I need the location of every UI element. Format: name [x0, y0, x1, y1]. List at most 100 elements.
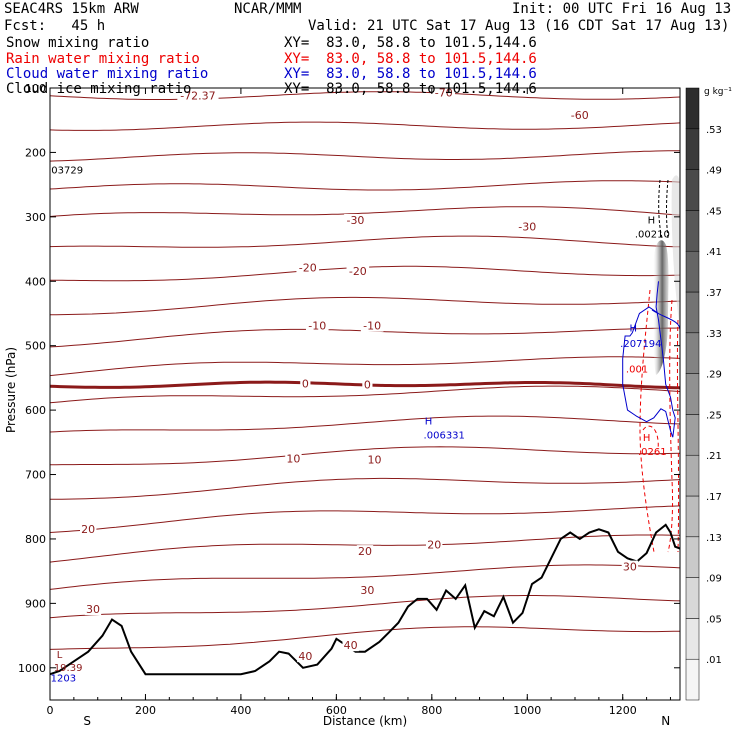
- contour-label-bg: [426, 538, 443, 551]
- colorbar-tick-label: .01: [706, 655, 722, 666]
- extremum-label: H: [629, 324, 637, 335]
- contour-label-bg: [84, 603, 102, 616]
- endpoint-label-south: S: [83, 714, 91, 728]
- isotherm-label: 10: [286, 452, 300, 465]
- rain-water-contour: [642, 425, 659, 451]
- x-tick-label: 400: [230, 704, 251, 717]
- isotherm-line: [49, 180, 681, 191]
- colorbar-tick-label: .05: [706, 614, 722, 625]
- colorbar: .01 .05 .09 .13 .17 .21 .25 .29 .33 .37 .41 .45 .49.…: [685, 87, 732, 701]
- field-xy-cloud-water: XY= 83.0, 58.8 to 101.5,144.6: [284, 66, 537, 82]
- colorbar-segment: [685, 577, 700, 619]
- x-tick-label: 600: [326, 704, 347, 717]
- extremum-label: .001: [626, 365, 648, 376]
- rain-water-contour: [676, 319, 680, 553]
- contour-label-bg: [359, 583, 376, 596]
- colorbar-tick-label: .45: [706, 206, 722, 217]
- isotherm-line: [49, 356, 681, 377]
- colorbar-tick-label: .29: [706, 370, 722, 381]
- colorbar-tick-label: .53: [706, 125, 722, 136]
- snow-shading: [652, 175, 680, 375]
- isotherm-label: -20: [299, 262, 317, 275]
- extremum-label: H: [425, 416, 433, 427]
- colorbar-segment: [685, 250, 700, 293]
- y-tick-label: 1000: [18, 662, 46, 675]
- isotherm-label: 0: [364, 378, 371, 391]
- colorbar-segment: [685, 414, 700, 456]
- init-time: Init: 00 UTC Fri 16 Aug 13: [512, 1, 732, 17]
- x-axis-title: Distance (km): [323, 714, 407, 728]
- isotherm-line: [49, 564, 681, 590]
- isotherm-label: 10: [368, 454, 382, 467]
- colorbar-segment: [685, 128, 700, 170]
- colorbar-segment: [685, 454, 700, 497]
- colorbar-segment: [685, 291, 700, 334]
- isotherm-line: [49, 595, 681, 619]
- isotherm-label: -10: [308, 320, 326, 333]
- rain-water-contour: [639, 289, 655, 553]
- axes: 0 200 400 600 800 1000 12001002003004005006007…: [4, 82, 681, 728]
- plot-frame: [49, 87, 681, 701]
- isotherm-line: [49, 385, 681, 404]
- colorbar-segment: [685, 495, 700, 538]
- contour-label-bg: [515, 220, 539, 233]
- isotherm-line: [50, 296, 681, 316]
- terrain-line: [49, 523, 681, 676]
- colorbar-tick-label: .21: [706, 451, 722, 462]
- contour-label-bg: [300, 377, 311, 390]
- colorbar-tick-label: .25: [706, 410, 722, 421]
- y-tick-label: 700: [25, 469, 46, 482]
- isotherm-label: 20: [427, 539, 441, 552]
- contour-label-bg: [356, 545, 374, 558]
- isotherm-line: [49, 626, 681, 650]
- contour-label-bg: [360, 319, 384, 332]
- colorbar-segment: [685, 169, 700, 211]
- model-name: SEAC4RS 15km ARW: [4, 1, 139, 17]
- extremum-label: H: [648, 215, 656, 226]
- isotherm-line: [49, 121, 681, 131]
- field-xy-rain: XY= 83.0, 58.8 to 101.5,144.6: [284, 51, 537, 67]
- snow-shaded-region-faint: [671, 175, 680, 330]
- x-tick-label: 200: [135, 704, 156, 717]
- contour-label-bg: [362, 378, 373, 391]
- field-xy-snow: XY= 83.0, 58.8 to 101.5,144.6: [284, 35, 537, 51]
- isotherm-line: [49, 235, 681, 248]
- colorbar-segment: [685, 210, 700, 252]
- y-tick-label: 200: [25, 146, 46, 159]
- isotherm-label: 30: [86, 603, 100, 616]
- y-tick-label: 800: [25, 533, 46, 546]
- colorbar-tick-label: .33: [706, 329, 722, 340]
- isotherm-label: 20: [81, 523, 95, 536]
- y-tick-label: 300: [25, 211, 46, 224]
- contour-label-bg: [346, 264, 370, 277]
- contour-label-bg: [621, 560, 639, 573]
- isotherm-line: [49, 505, 681, 533]
- isotherm-label: 30: [623, 561, 637, 574]
- contour-label-bg: [342, 639, 359, 652]
- contour-label-bg: [344, 213, 367, 226]
- cloud-water-contours: [622, 281, 681, 438]
- center-name: NCAR/MMM: [234, 1, 302, 17]
- extremum-label: 1203: [51, 673, 76, 684]
- colorbar-unit: g kg⁻¹: [704, 87, 732, 97]
- colorbar-tick-label: .13: [706, 533, 722, 544]
- colorbar-tick-label: .37: [706, 288, 722, 299]
- isotherm-label: 30: [360, 584, 374, 597]
- isotherm-label: -60: [571, 109, 589, 122]
- x-tick-label: 0: [47, 704, 54, 717]
- isotherm-label: -70: [435, 86, 453, 99]
- contour-label-bg: [366, 453, 383, 466]
- extremum-label: L: [57, 650, 63, 661]
- contour-label-bg: [297, 650, 314, 663]
- extremum-label: .207194: [620, 339, 661, 350]
- contour-label-bg: [177, 89, 219, 102]
- rain-water-contours: [639, 289, 680, 553]
- terrain-profile: [49, 523, 681, 676]
- field-name-snow: Snow mixing ratio: [6, 35, 150, 51]
- contour-label-bg: [568, 108, 592, 121]
- x-tick-label: 1200: [609, 704, 637, 717]
- temperature-contours: [49, 91, 681, 650]
- colorbar-segment: [685, 87, 700, 130]
- isotherm-line: [50, 446, 681, 466]
